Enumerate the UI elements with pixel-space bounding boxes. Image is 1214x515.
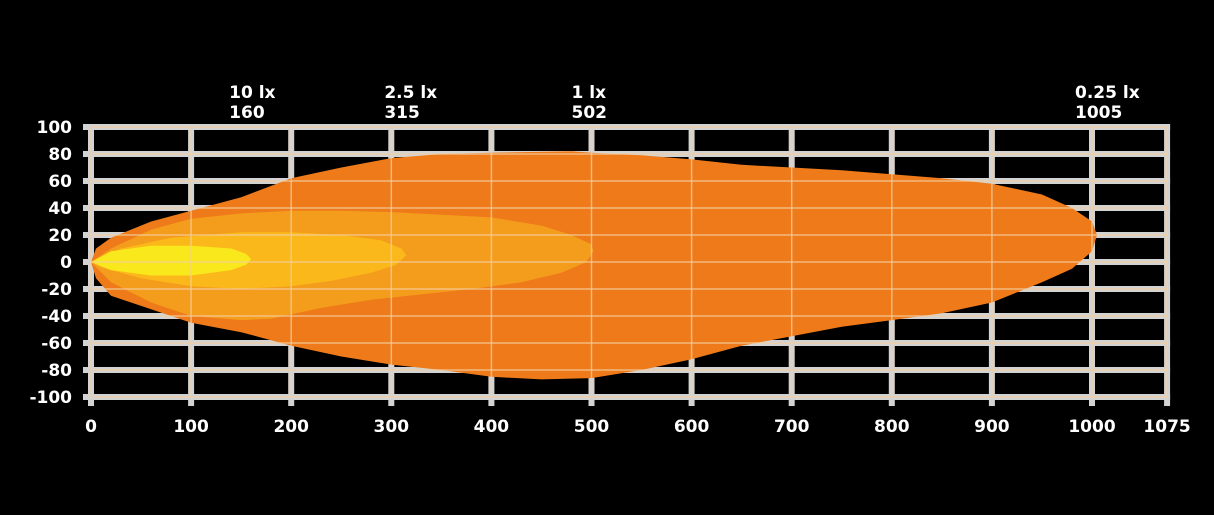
x-tick-label: 300 xyxy=(374,417,410,437)
y-tick-label: -60 xyxy=(41,334,72,354)
y-tick-label: 100 xyxy=(37,118,73,138)
y-tick-label: -40 xyxy=(41,307,72,327)
y-tick-label: -100 xyxy=(29,388,72,408)
y-tick-label: 0 xyxy=(60,253,72,273)
iso-lux-distance: 502 xyxy=(572,103,608,123)
x-tick-label: 1075 xyxy=(1143,417,1190,437)
iso-lux-distance: 1005 xyxy=(1075,103,1122,123)
x-tick-label: 500 xyxy=(574,417,610,437)
x-tick-label: 200 xyxy=(273,417,309,437)
x-tick-label: 400 xyxy=(474,417,510,437)
beam-area-10-lx xyxy=(91,245,252,276)
x-tick-label: 100 xyxy=(173,417,209,437)
grid-overlay xyxy=(90,126,1168,398)
x-tick-label: 700 xyxy=(774,417,810,437)
y-axis-tick-labels: 100 80 60 40 20 0 -20 -40 -60 -80 -100 xyxy=(29,118,72,408)
iso-lux-distance: 315 xyxy=(384,103,420,123)
iso-lux-value: 2.5 lx xyxy=(384,83,437,103)
y-tick-label: 60 xyxy=(48,172,72,192)
iso-lux-value: 10 lx xyxy=(229,83,275,103)
x-tick-label: 900 xyxy=(974,417,1010,437)
iso-lux-value: 0.25 lx xyxy=(1075,83,1140,103)
x-tick-label: 600 xyxy=(674,417,710,437)
iso-lux-distance: 160 xyxy=(229,103,265,123)
y-tick-label: 40 xyxy=(48,199,72,219)
y-tick-label: -80 xyxy=(41,361,72,381)
x-axis-tick-labels: 0 100 200 300 400 500 600 700 800 900 1000 1075 xyxy=(85,417,1191,437)
y-tick-label: 80 xyxy=(48,145,72,165)
y-tick-label: -20 xyxy=(41,280,72,300)
x-tick-label: 0 xyxy=(85,417,97,437)
iso-lux-value: 1 lx xyxy=(572,83,607,103)
x-tick-label: 800 xyxy=(874,417,910,437)
y-tick-label: 20 xyxy=(48,226,72,246)
x-tick-label: 1000 xyxy=(1068,417,1115,437)
